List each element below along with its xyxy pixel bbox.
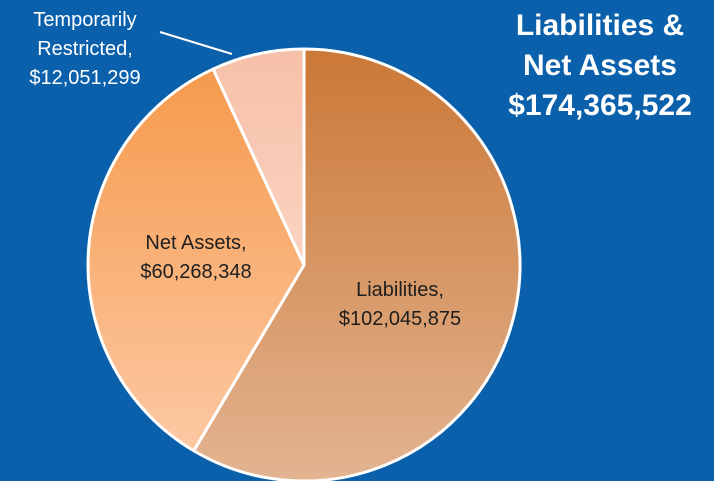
title-line: $174,365,522	[508, 89, 692, 122]
pie-slice	[86, 67, 306, 453]
leader-line	[159, 31, 233, 55]
title-line: Net Assets	[523, 49, 677, 82]
value-label: $60,268,348	[140, 261, 252, 283]
chart-title: Liabilities & Net Assets $174,365,522	[490, 6, 710, 126]
value-label: $12,051,299	[29, 67, 141, 89]
category-label: Temporarily Restricted,	[33, 9, 137, 60]
slice-label: Liabilities, $102,045,875	[325, 276, 475, 334]
category-label: Net Assets,	[145, 232, 247, 254]
slice-label: Net Assets, $60,268,348	[121, 229, 271, 287]
category-label: Liabilities,	[356, 279, 444, 301]
pie-slice	[211, 47, 306, 267]
value-label: $102,045,875	[338, 308, 462, 330]
title-line: Liabilities &	[515, 9, 685, 42]
slice-label: Temporarily Restricted, $12,051,299	[15, 6, 155, 93]
